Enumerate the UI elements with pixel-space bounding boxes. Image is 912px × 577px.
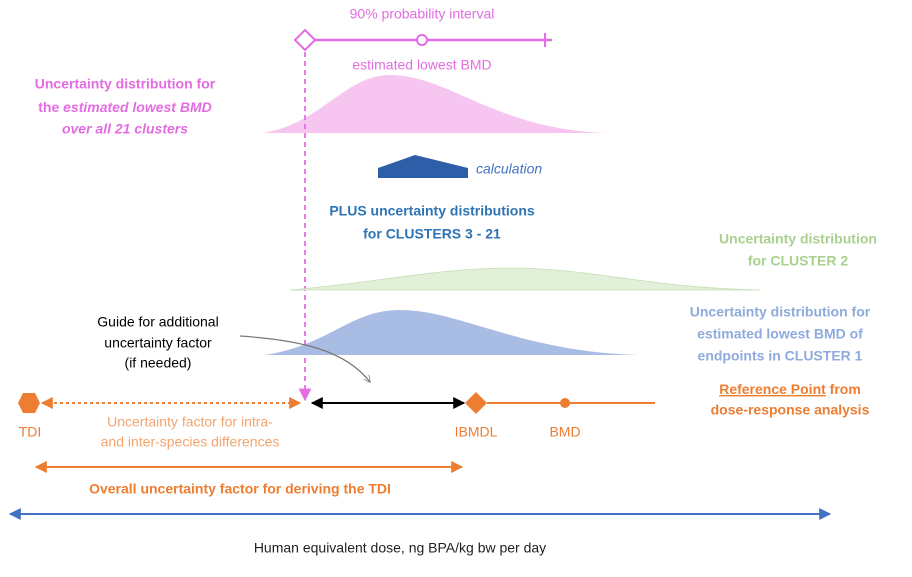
overall-text-part: the xyxy=(38,99,63,115)
cluster1-text: estimated lowest BMD of xyxy=(697,326,863,342)
interval-point xyxy=(416,34,428,46)
axis-label: Human equivalent dose, ng BPA/kg bw per … xyxy=(254,540,546,556)
cluster2-curve xyxy=(289,267,761,291)
reference-text: Reference Point from xyxy=(719,381,861,397)
interval-point-label: estimated lowest BMD xyxy=(352,57,491,73)
interval-start xyxy=(293,28,317,52)
bmd-label: BMD xyxy=(549,424,580,440)
plus-text: PLUS uncertainty distributions xyxy=(329,203,535,219)
uf-text: Uncertainty factor for intra- xyxy=(107,414,273,430)
cluster2-text: for CLUSTER 2 xyxy=(748,253,849,269)
bmdl-diamond xyxy=(465,392,487,414)
cluster2-text: Uncertainty distribution xyxy=(719,231,877,247)
guide-text: Guide for additional xyxy=(97,314,218,330)
guide-text: uncertainty factor xyxy=(104,335,212,351)
cluster1-text: Uncertainty distribution for xyxy=(690,304,871,320)
reference-underlined: Reference Point xyxy=(719,381,826,397)
plus-text: for CLUSTERS 3 - 21 xyxy=(363,226,501,242)
overall-text: the estimated lowest BMD xyxy=(38,99,211,115)
overall-text-italic: estimated lowest BMD xyxy=(63,99,212,115)
guide-text-small: (if needed) xyxy=(125,355,192,371)
calculation-arrow xyxy=(378,155,468,178)
guide-arrow xyxy=(239,335,370,382)
reference-text: dose-response analysis xyxy=(711,402,870,418)
overall-text: Uncertainty distribution for xyxy=(35,76,216,92)
overall-uf-text: Overall uncertainty factor for deriving … xyxy=(89,481,391,497)
calculation-label: calculation xyxy=(476,161,542,177)
overall-text: over all 21 clusters xyxy=(62,121,188,137)
tdi-label: TDI xyxy=(19,424,42,440)
reference-rest: from xyxy=(826,381,861,397)
bmd-point xyxy=(560,398,570,408)
cluster1-curve xyxy=(265,310,640,355)
tdi-hexagon xyxy=(18,393,40,413)
uf-text: and inter-species differences xyxy=(101,434,280,450)
overall-distribution-curve xyxy=(262,75,615,133)
interval-title: 90% probability interval xyxy=(350,6,495,22)
bmdl-label: IBMDL xyxy=(455,424,498,440)
cluster1-text: endpoints in CLUSTER 1 xyxy=(698,348,863,364)
